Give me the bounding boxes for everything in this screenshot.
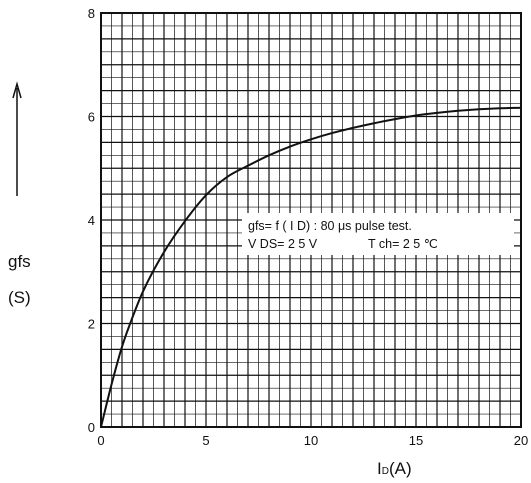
annotation-line-2-right: T ch= 2 5 ℃ <box>368 237 438 251</box>
x-tick-label: 20 <box>514 433 528 448</box>
plot-frame <box>100 12 522 428</box>
y-axis-arrow <box>12 81 22 196</box>
x-tick-label: 15 <box>409 433 423 448</box>
x-axis-label: ID(A) <box>377 459 412 478</box>
annotation-line-1: gfs= f ( I D) : 80 μs pulse test. <box>248 219 412 233</box>
y-axis-unit: (S) <box>8 288 31 307</box>
y-tick-labels: 0 2 4 6 8 <box>88 6 95 435</box>
y-tick-label: 6 <box>88 110 95 125</box>
y-tick-label: 0 <box>88 420 95 435</box>
y-tick-label: 8 <box>88 6 95 21</box>
series-line <box>100 106 522 428</box>
annotation-line-2-left: V DS= 2 5 V <box>248 237 318 251</box>
x-tick-label: 10 <box>304 433 318 448</box>
x-tick-label: 0 <box>97 433 104 448</box>
x-tick-label: 5 <box>202 433 209 448</box>
x-tick-labels: 0 5 10 15 20 <box>97 433 528 448</box>
y-axis-label: gfs <box>8 252 31 271</box>
annotation-box: gfs= f ( I D) : 80 μs pulse test. V DS= … <box>242 213 514 255</box>
y-tick-label: 4 <box>88 213 95 228</box>
y-tick-label: 2 <box>88 317 95 332</box>
